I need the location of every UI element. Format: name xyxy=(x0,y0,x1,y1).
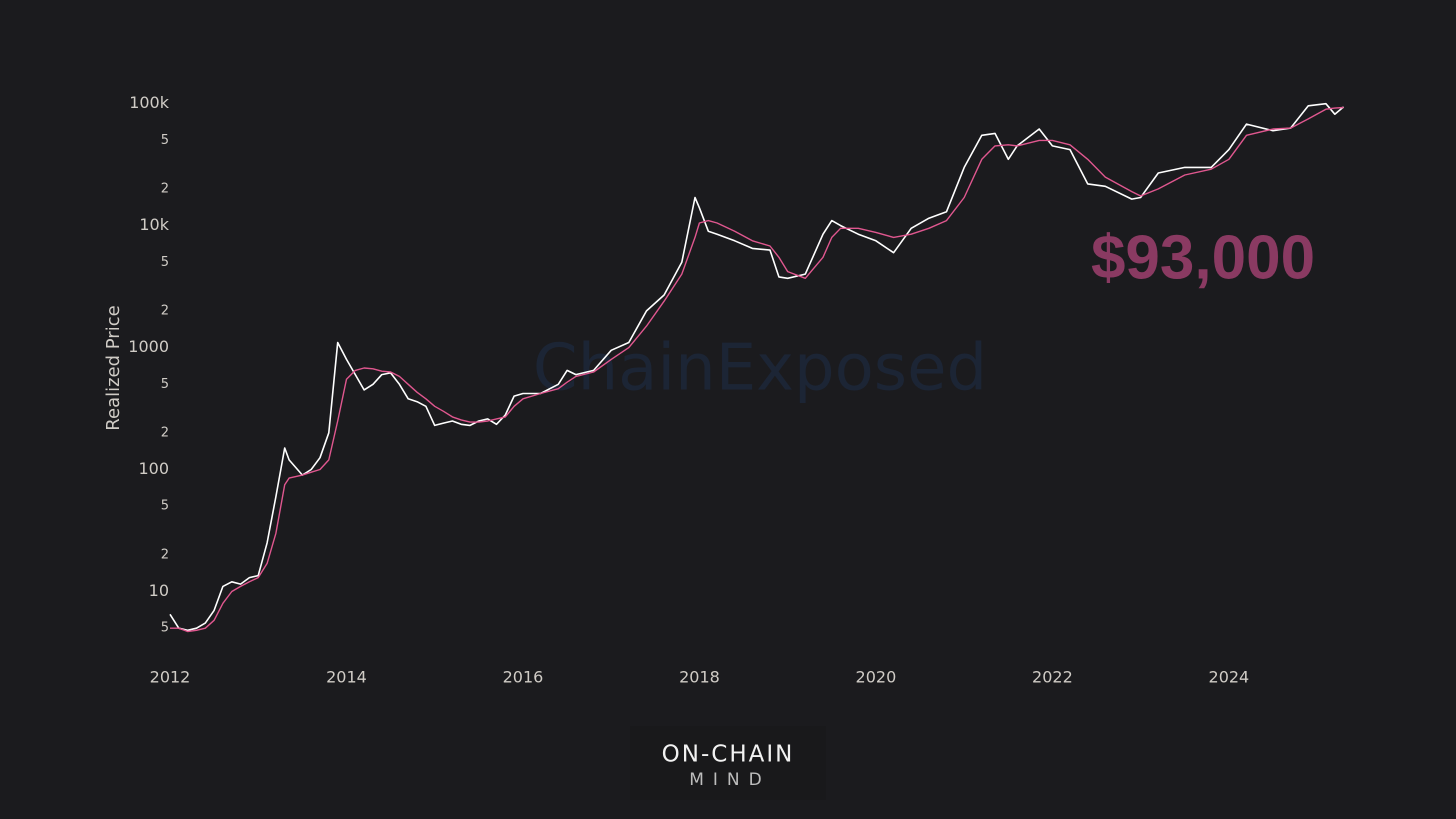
y-tick-label: 2 xyxy=(161,303,169,318)
y-tick-label: 5 xyxy=(161,133,169,148)
series-line xyxy=(169,102,1345,632)
y-tick-label: 5 xyxy=(161,377,169,392)
logo-top: ON-CHAIN xyxy=(662,742,795,768)
x-tick-label: 2012 xyxy=(150,668,191,687)
x-tick-label: 2016 xyxy=(503,668,544,687)
logo-bottom: MIND xyxy=(689,770,771,790)
y-tick-label: 2 xyxy=(161,547,169,562)
annotation: $93,000 xyxy=(1091,223,1315,292)
y-tick-label: 1000 xyxy=(128,337,169,356)
y-tick-label: 5 xyxy=(161,499,169,514)
y-tick-label: 5 xyxy=(161,255,169,270)
watermark: ChainExposed xyxy=(533,332,987,406)
y-tick-label: 5 xyxy=(161,621,169,636)
logo-box xyxy=(630,726,826,800)
x-tick-label: 2020 xyxy=(856,668,897,687)
y-tick-label: 2 xyxy=(161,425,169,440)
x-tick-label: 2014 xyxy=(326,668,367,687)
y-tick-label: 100k xyxy=(129,93,170,112)
y-tick-label: 100 xyxy=(138,459,169,478)
x-tick-label: 2018 xyxy=(679,668,720,687)
y-tick-label: 10k xyxy=(139,215,169,234)
y-tick-label: 2 xyxy=(161,181,169,196)
x-tick-label: 2024 xyxy=(1209,668,1250,687)
y-axis-label: Realized Price xyxy=(103,305,124,430)
series-line xyxy=(170,106,1344,633)
x-tick-label: 2022 xyxy=(1032,668,1073,687)
y-tick-label: 10 xyxy=(149,581,169,600)
